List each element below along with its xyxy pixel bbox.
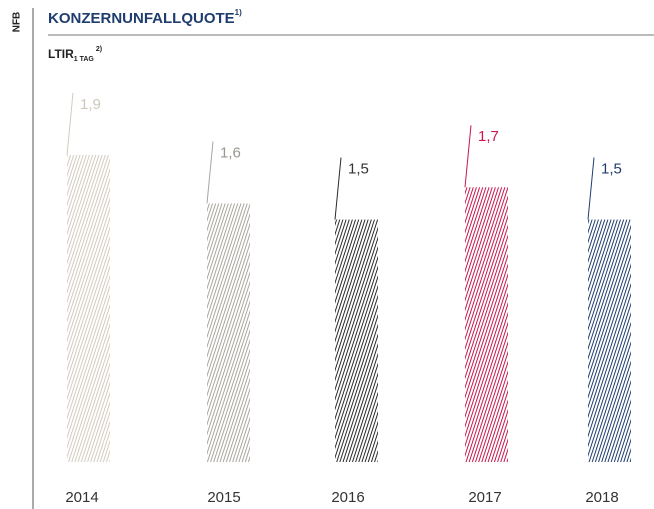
bar: [465, 187, 508, 462]
value-label: 1,7: [478, 128, 499, 145]
value-label: 1,5: [601, 161, 622, 178]
bar: [67, 154, 110, 462]
leader-line: [587, 157, 595, 220]
subtitle: LTIR1 TAG2): [48, 46, 102, 63]
subtitle-note: 2): [96, 46, 102, 53]
x-tick-label: 2017: [468, 489, 501, 506]
x-tick-label: 2016: [331, 489, 364, 506]
x-tick-label: 2015: [207, 489, 240, 506]
subtitle-text: LTIR: [48, 47, 74, 61]
leader-line: [66, 92, 74, 156]
x-tick-label: 2014: [65, 489, 98, 506]
subtitle-sub: 1 TAG: [74, 56, 95, 63]
value-label: 1,9: [80, 96, 101, 113]
value-label: 1,5: [348, 161, 369, 178]
bar: [207, 203, 250, 462]
x-tick-label: 2018: [585, 489, 618, 506]
leader-line: [206, 141, 214, 204]
side-label: NFB: [12, 12, 23, 33]
title-note: 1): [235, 8, 242, 17]
leader-line: [464, 125, 472, 188]
value-label: 1,6: [220, 144, 241, 161]
chart-title: KONZERNUNFALLQUOTE1): [48, 8, 242, 27]
bar: [335, 219, 378, 462]
bar: [588, 219, 631, 462]
title-text: KONZERNUNFALLQUOTE: [48, 10, 235, 27]
leader-line: [334, 157, 342, 220]
